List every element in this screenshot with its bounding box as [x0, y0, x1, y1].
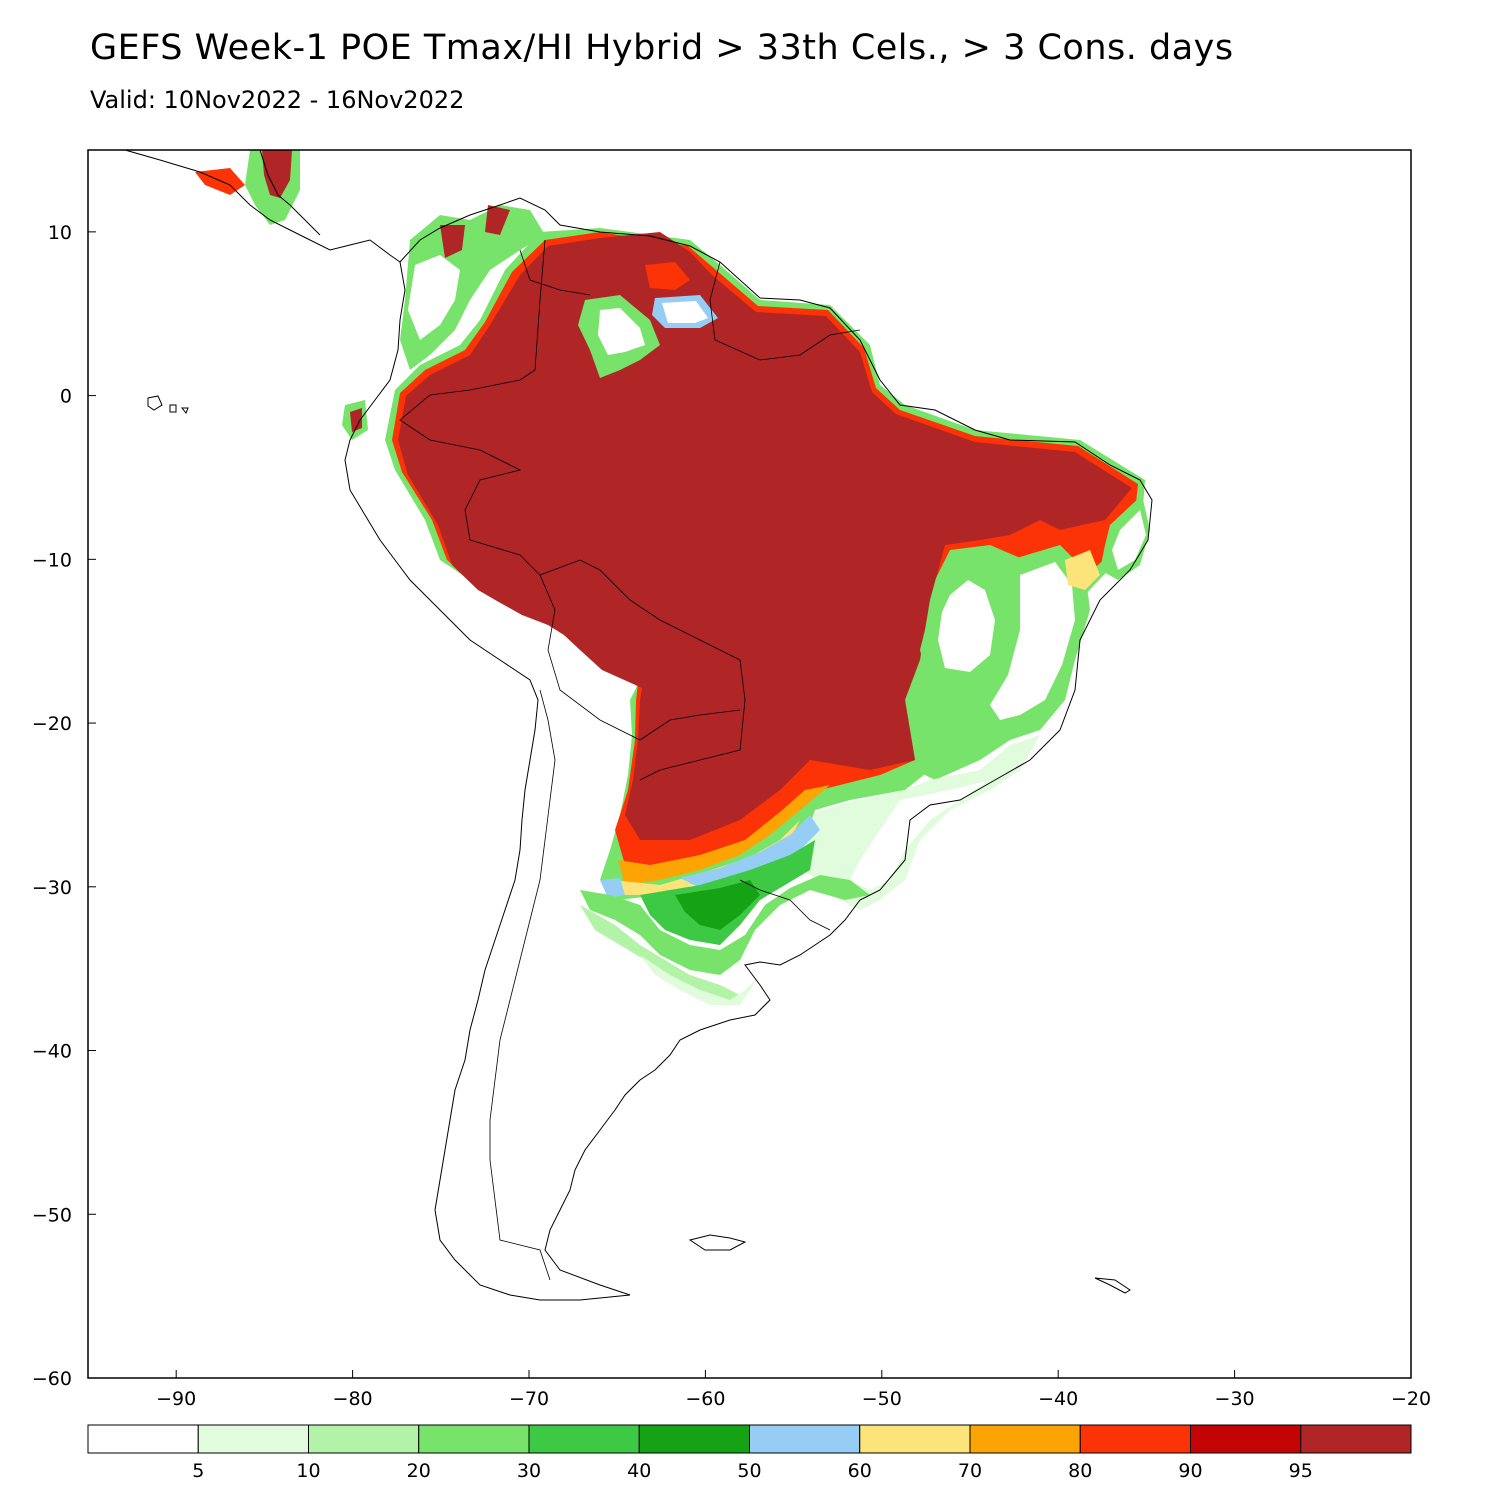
central-america-north-coast [259, 149, 321, 236]
south-green-5 [640, 955, 760, 1005]
colorbar-swatch [969, 1424, 1081, 1454]
ecuador-spot-red [350, 408, 362, 432]
south-green-10 [580, 905, 740, 1005]
colorbar-label: 10 [296, 1460, 320, 1482]
south-green-50 [675, 880, 760, 930]
border-uruguay [739, 879, 831, 931]
colorbar-label: 40 [627, 1460, 651, 1482]
south-georgia [1094, 1277, 1131, 1294]
colorbar-label: 90 [1178, 1460, 1202, 1482]
central-america-coastline [124, 149, 401, 263]
y-tick-label: −50 [32, 1204, 72, 1226]
map-title: GEFS Week-1 POE Tmax/HI Hybrid > 33th Ce… [90, 28, 1234, 68]
border-argentina-chile [489, 689, 556, 1281]
colorbar-swatch [87, 1424, 199, 1454]
x-tick-label: −60 [685, 1388, 725, 1410]
colorbar-swatch [418, 1424, 530, 1454]
south-green-30 [580, 875, 870, 975]
guiana-gap [645, 262, 690, 290]
valid-date-range: Valid: 10Nov2022 - 16Nov2022 [90, 86, 465, 114]
colorbar-label: 20 [407, 1460, 431, 1482]
x-tick-label: −20 [1391, 1388, 1431, 1410]
colorbar-swatch [1190, 1424, 1302, 1454]
south-america-coastline [344, 197, 1153, 1301]
x-tick-label: −70 [509, 1388, 549, 1410]
x-tick-label: −30 [1215, 1388, 1255, 1410]
caribbean-coast-white [408, 255, 460, 340]
south-blue [600, 815, 820, 898]
y-tick-label: −60 [32, 1368, 72, 1390]
country-borders [399, 239, 861, 1281]
highland-gap-inner [598, 308, 645, 355]
x-tick-label: −90 [156, 1388, 196, 1410]
x-tick-label: −80 [333, 1388, 373, 1410]
colorbar-label: 30 [517, 1460, 541, 1482]
central-america-red-core [262, 150, 292, 198]
colorbar-swatch [197, 1424, 309, 1454]
x-tick-label: −40 [1038, 1388, 1078, 1410]
prob-band-95 [398, 232, 1132, 840]
caribbean-coast-red [440, 205, 510, 258]
border-guianas [709, 261, 861, 361]
northeast-coast-white [1112, 510, 1146, 570]
border-venezuela-colombia [519, 249, 591, 296]
colorbar-swatch [749, 1424, 861, 1454]
y-tick-label: −20 [32, 713, 72, 735]
galapagos-islands [147, 395, 189, 414]
colorbar-swatch [1079, 1424, 1191, 1454]
y-tick-label: −10 [32, 549, 72, 571]
colorbar-label: 50 [737, 1460, 761, 1482]
colorbar-label: 80 [1068, 1460, 1092, 1482]
colorbar-label: 70 [958, 1460, 982, 1482]
x-tick-label: −50 [862, 1388, 902, 1410]
colorbar-swatch [859, 1424, 971, 1454]
eastern-highlands-white [938, 580, 995, 672]
y-tick-label: 10 [48, 222, 72, 244]
colorbar-label: 95 [1289, 1460, 1313, 1482]
colorbar-swatch [638, 1424, 750, 1454]
y-tick-label: −40 [32, 1041, 72, 1063]
colorbar-swatch [528, 1424, 640, 1454]
coastal-east-white [990, 562, 1075, 720]
border-brazil-west [399, 239, 746, 781]
y-tick-label: −30 [32, 877, 72, 899]
x-axis: −90 −80 −70 −60 −50 −40 −30 −20 [156, 1370, 1431, 1410]
map-frame [87, 149, 1412, 1379]
south-orange [618, 785, 830, 885]
probability-field [195, 150, 1150, 1005]
falkland-islands [688, 1234, 747, 1251]
colorbar-swatch [1300, 1424, 1412, 1454]
colorbar-label: 5 [192, 1460, 204, 1482]
y-tick-label: 0 [60, 386, 72, 408]
y-axis: 10 0 −10 −20 −30 −40 −50 −60 [32, 222, 96, 1390]
southeast-white [850, 780, 990, 890]
colorbar: 5 10 20 30 40 50 60 70 80 90 95 [87, 1424, 1412, 1482]
colorbar-swatch [308, 1424, 420, 1454]
colorbar-label: 60 [848, 1460, 872, 1482]
northeast-tip-yellow [1065, 550, 1100, 590]
coastlines [124, 149, 1153, 1301]
caribbean-coast-green [400, 205, 545, 370]
border-bolivia-paraguay [539, 574, 741, 741]
tepui-gap-inner [662, 301, 708, 323]
